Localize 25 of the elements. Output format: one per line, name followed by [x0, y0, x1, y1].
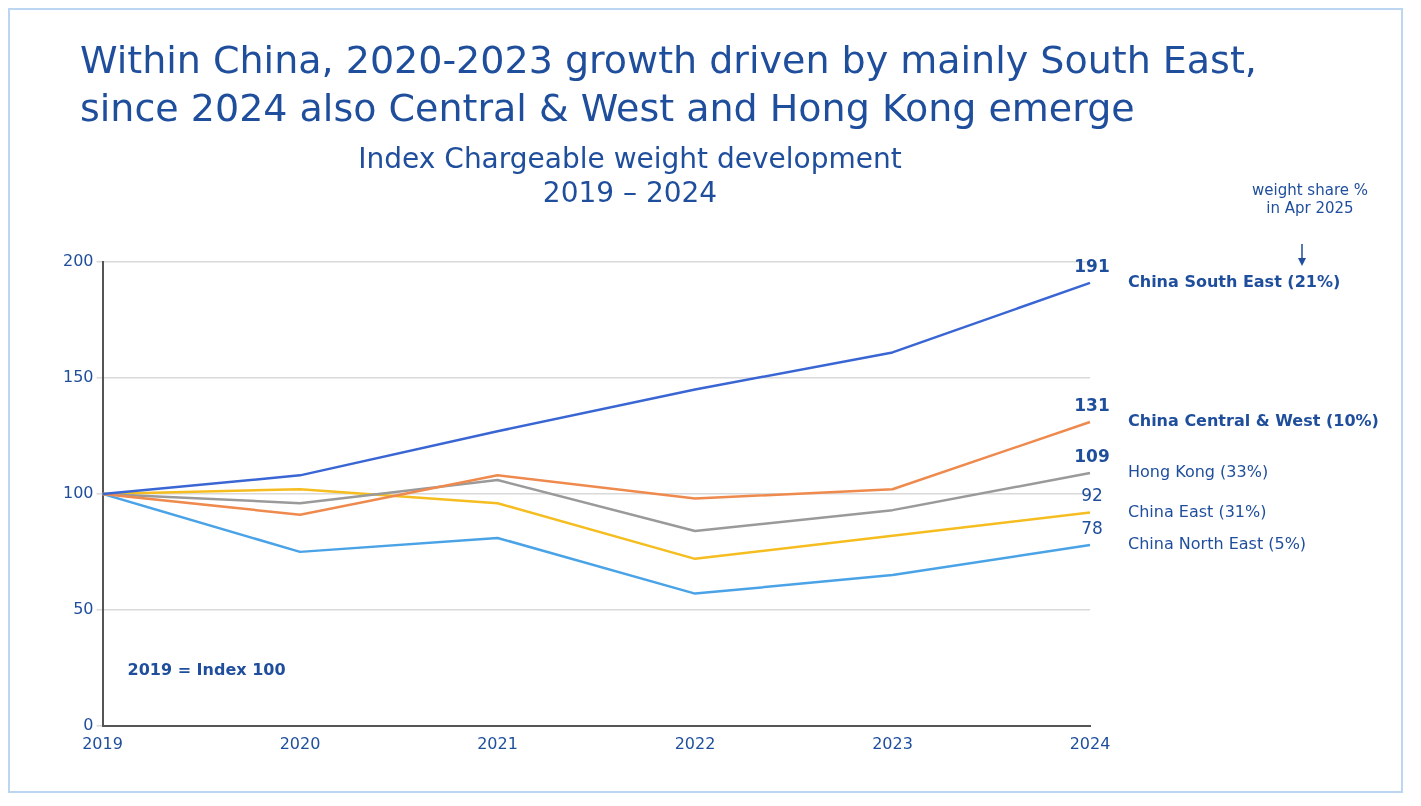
text: China North East (5%) [1128, 534, 1307, 554]
chart-subtitle: Index Chargeable weight development 2019 – 2024 [357, 142, 903, 210]
x-tick-label: 2019 [82, 733, 123, 753]
y-tick-label: 50 [73, 599, 94, 619]
data-label: 131 [1074, 394, 1110, 415]
y-tick-label: 0 [83, 714, 94, 734]
text: China Central & West (10%) [1128, 411, 1379, 431]
y-tick-label: 100 [62, 483, 94, 503]
x-tick-label: 2021 [477, 733, 518, 753]
x-tick-label: 2024 [1069, 733, 1111, 753]
data-label: 109 [1074, 445, 1110, 466]
text: China East (31%) [1128, 501, 1267, 521]
data-label: 78 [1081, 517, 1103, 538]
x-tick-label: 2020 [279, 733, 321, 753]
data-label: 191 [1074, 255, 1110, 276]
annotation: 2019 = Index 100 [127, 659, 286, 679]
text: China South East (21%) [1128, 272, 1341, 292]
x-tick-label: 2023 [872, 733, 913, 753]
y-tick-label: 150 [62, 367, 94, 387]
text: Hong Kong (33%) [1128, 462, 1269, 482]
chart-title: Within China, 2020-2023 growth driven by mainly South East, since 2024 also Central & West and Hong Kong emerge [79, 37, 1258, 132]
data-label: 92 [1081, 485, 1103, 506]
x-tick-label: 2022 [674, 733, 716, 753]
y-tick-label: 200 [62, 251, 94, 271]
text: weight share % in Apr 2025 [1252, 181, 1368, 218]
